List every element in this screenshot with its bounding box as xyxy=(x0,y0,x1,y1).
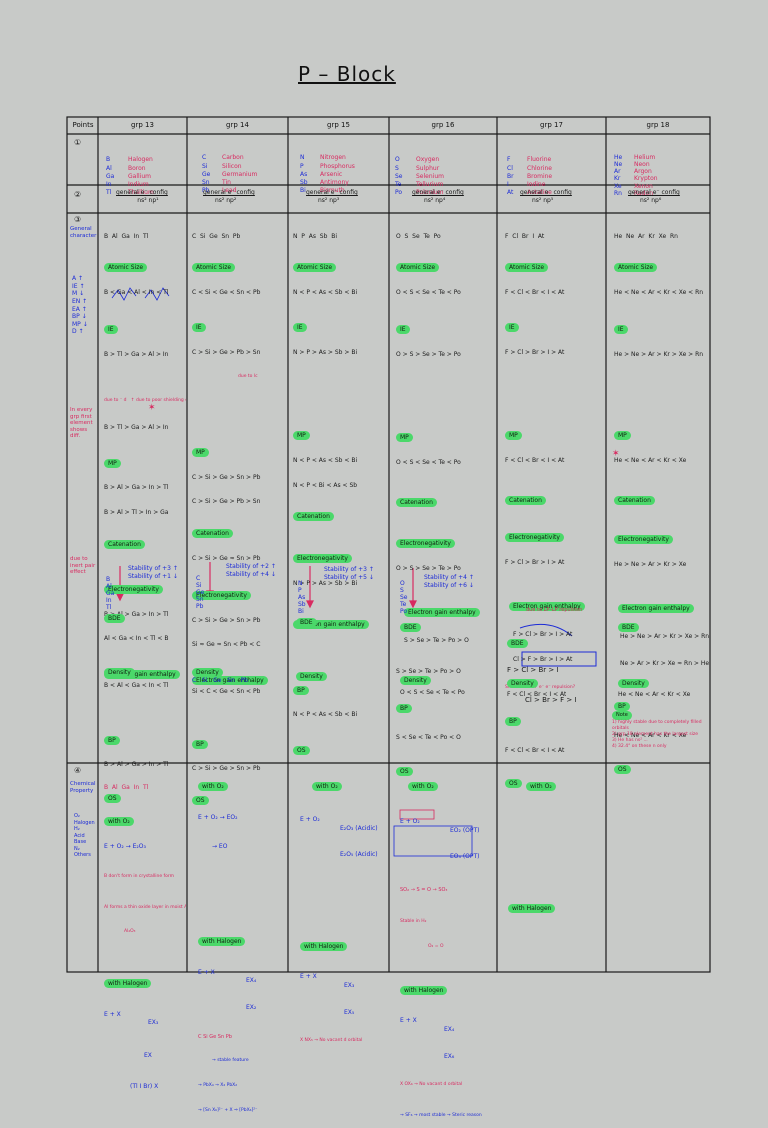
g16-chem: with O₂ E + O₂ EO₂ (OPT) EO₃ (OPT) SO₂ →… xyxy=(400,782,482,1118)
g13-bde: BDE xyxy=(104,614,125,623)
g13-ox-stability: Stability of +3 ↑ Stability of +1 ↓ xyxy=(128,565,178,581)
r3-side-note-2: due to inert pair effect xyxy=(70,556,96,575)
table-grid: ✶ ✶ xyxy=(66,116,711,973)
row-marker-4: ④ xyxy=(74,767,82,775)
g15-density: Density xyxy=(296,672,327,681)
g16-density: Density O < S < Se < Te < Po xyxy=(400,676,465,697)
g16-ox-elements: O S Se Te Po xyxy=(400,580,408,615)
g13-config: general e⁻ config ns² np¹ xyxy=(116,189,168,205)
g16-bde: BDE xyxy=(400,623,421,632)
g17-config: general e⁻ config ns² np⁵ xyxy=(520,189,572,205)
g14-density: Density C Si Ge Sn Pb Si < C < Ge < Sn < P… xyxy=(192,668,261,696)
g18-names: Helium Neon Argon Krypton Xenon Radon xyxy=(634,153,658,198)
g16-config: general e⁻ config ns² np⁴ xyxy=(412,189,464,205)
g13-properties: B Al Ga In Tl Atomic Size B < Ga < Al < … xyxy=(104,233,186,803)
g14-names: Carbon Silicon Germanium Tin Lead xyxy=(222,154,258,195)
header-grp18: grp 18 xyxy=(646,121,670,129)
g17-names: Fluorine Chlorine Bromine Iodine Astatine xyxy=(527,156,553,197)
g17-density: Density F < Cl < Br < I < At xyxy=(507,679,567,699)
r3-points-label: General character xyxy=(70,226,97,239)
g14-config: general e⁻ config ns² np² xyxy=(203,189,255,205)
page-title: P – Block xyxy=(298,62,396,86)
g16-names: Oxygen Sulphur Selenium Tellurium Polonium xyxy=(416,156,444,197)
r4-points-label: Chemical Property xyxy=(70,781,96,794)
header-grp16: grp 16 xyxy=(431,121,455,129)
header-points: Points xyxy=(72,121,94,129)
g14-ox-stability: Stability of +2 ↑ Stability of +4 ↓ xyxy=(226,563,276,579)
g16-ox-stability: Stability of +4 ↑ Stability of +6 ↓ xyxy=(424,574,474,590)
g17-chem: with O₂ with Halogen xyxy=(508,766,604,921)
row-marker-1: ① xyxy=(74,139,82,147)
g14-ox-elements: C Si Ge Sn Pb xyxy=(196,575,205,610)
g15-config: general e⁻ config ns² np³ xyxy=(306,189,358,205)
g17-properties: F Cl Br I At Atomic Size F < Cl < Br < I… xyxy=(505,217,605,797)
g14-symbols: C Si Ge Sn Pb xyxy=(202,154,211,195)
g14-chem: with O₂ E + O₂ → EO₂ → EO with Halogen E… xyxy=(198,782,258,1113)
g18-properties: He Ne Ar Kr Xe Rn Atomic Size He < Ne < … xyxy=(614,233,709,774)
g15-bde: BDE xyxy=(296,618,317,627)
r3-points-side: A ↑ IE ↑ M ↓ EN ↑ EA ↑ BP ↓ MP ↓ D ↑ xyxy=(72,275,88,336)
g18-symbols: He Ne Ar Kr Xe Rn xyxy=(614,153,623,198)
g15-ox-stability: Stability of +3 ↑ Stability of +5 ↓ xyxy=(324,566,374,582)
g15-symbols: N P As Sb Bi xyxy=(300,154,308,195)
g18-density: Density He < Ne < Ar < Kr < Xe xyxy=(618,679,691,699)
row-marker-2: ② xyxy=(74,191,82,199)
g15-names: Nitrogen Phosphorus Arsenic Antimony Bismuth xyxy=(320,154,355,195)
svg-text:✶: ✶ xyxy=(612,449,620,459)
g16-symbols: O S Se Te Po xyxy=(395,156,403,197)
g17-bde: BDE F > Cl > Br > I Cl > Br > F > I xyxy=(507,639,577,705)
g13-ox-elements: B Al Ga In Tl xyxy=(106,576,115,611)
r3-side-note-1: In every grp first element shows diff. xyxy=(70,407,93,439)
g15-ox-elements: N P As Sb Bi xyxy=(298,580,306,615)
g18-bde: BDE xyxy=(618,623,639,632)
svg-text:✶: ✶ xyxy=(148,403,156,413)
g13-symbols: B Al Ga In Tl xyxy=(106,156,115,197)
g15-properties: N P As Sb Bi Atomic Size N < P < As < Sb… xyxy=(293,217,387,763)
g13-density: Density B < Al < Ga < In < Tl xyxy=(104,668,169,690)
g17-bde-note: due to LP–LP repulsion xyxy=(526,607,583,613)
g16-properties: O S Se Te Po Atomic Size O < S < Se < Te… xyxy=(396,217,496,784)
header-grp14: grp 14 xyxy=(226,121,249,129)
r4-points-notes: O₂ Halogen H₂ Acid Base N₂ Others xyxy=(74,813,95,858)
header-grp17: grp 17 xyxy=(540,121,563,129)
g17-symbols: F Cl Br I At xyxy=(507,156,514,197)
header-grp15: grp 15 xyxy=(327,121,350,129)
g13-chem: B Al Ga In Tl with O₂ E + O₂ → E₂O₃ B do… xyxy=(104,784,186,1090)
g13-names: Halogen Boron Gallium Indium Thallium xyxy=(128,156,154,197)
g15-chem: with O₂ E + O₂ E₂O₃ (Acidic) E₂O₅ (Acidi… xyxy=(300,782,378,1044)
row-marker-3: ③ xyxy=(74,216,82,224)
g14-properties: C Si Ge Sn Pb Atomic Size C < Si < Ge < … xyxy=(192,217,286,813)
header-grp13: grp 13 xyxy=(131,121,154,129)
g18-config: general e⁻ config ns² np⁶ xyxy=(628,189,680,205)
g18-note: Note 1) highly stable due to completely … xyxy=(612,711,702,749)
